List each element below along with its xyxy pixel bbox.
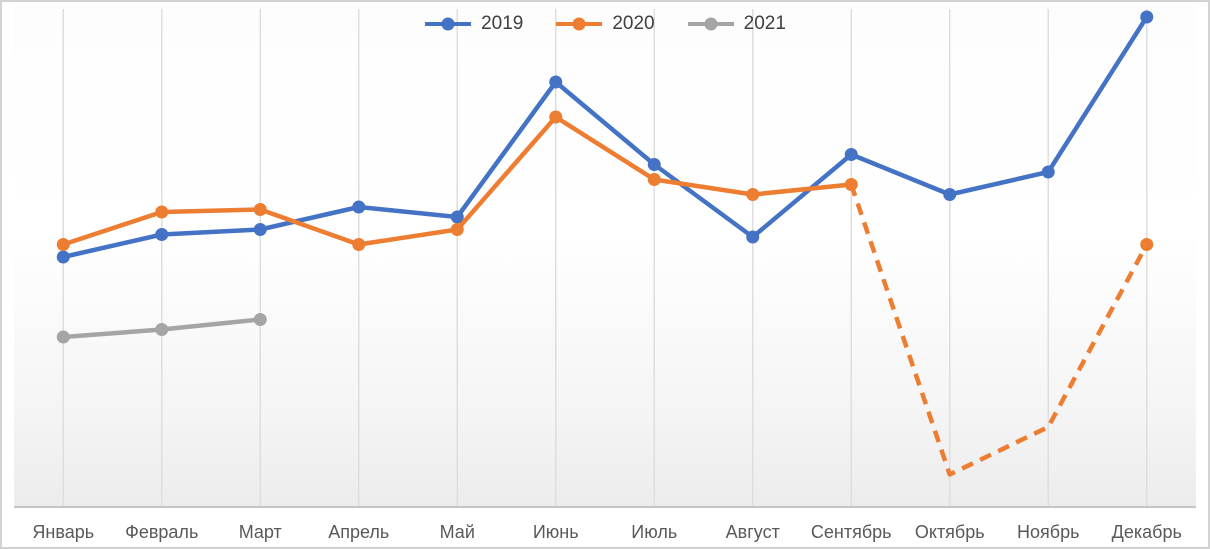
data-point-2019-Май[interactable] <box>450 210 464 224</box>
data-point-2019-Октябрь[interactable] <box>943 188 957 201</box>
data-point-2019-Июнь[interactable] <box>549 75 563 89</box>
x-tick-label-Ноябрь[interactable]: Ноябрь <box>1017 522 1079 542</box>
data-point-2021-Февраль[interactable] <box>155 323 169 336</box>
data-point-2019-Февраль[interactable] <box>155 228 169 241</box>
data-point-2021-Январь[interactable] <box>56 330 70 344</box>
data-point-2020-Март[interactable] <box>253 203 267 216</box>
legend-label-2020: 2020 <box>612 13 655 34</box>
plot-area <box>14 7 1196 507</box>
x-tick-label-Январь[interactable]: Январь <box>32 522 94 542</box>
data-point-2019-Сентябрь[interactable] <box>844 148 858 161</box>
data-point-2019-Январь[interactable] <box>56 250 70 264</box>
data-point-2019-Апрель[interactable] <box>352 200 366 214</box>
x-tick-label-Март[interactable]: Март <box>239 522 282 542</box>
data-point-2019-Декабрь[interactable] <box>1140 10 1154 24</box>
x-tick-label-Июль[interactable]: Июль <box>631 522 677 542</box>
data-point-2020-Июнь[interactable] <box>549 110 563 124</box>
x-tick-label-Июнь[interactable]: Июнь <box>533 522 579 542</box>
legend-swatch-line-icon <box>687 17 734 30</box>
data-point-2020-Август[interactable] <box>746 188 760 201</box>
x-tick-label-Сентябрь[interactable]: Сентябрь <box>811 522 892 542</box>
legend-item-2020[interactable]: 2020 <box>555 13 655 34</box>
data-point-2020-Июль[interactable] <box>647 173 661 186</box>
data-point-2020-Май[interactable] <box>450 223 464 236</box>
legend: 2019 2020 2021 <box>2 14 1208 33</box>
legend-swatch-line-icon <box>556 17 603 30</box>
data-point-2019-Август[interactable] <box>746 230 760 244</box>
legend-item-2021[interactable]: 2021 <box>687 14 786 33</box>
data-point-2020-Февраль[interactable] <box>155 205 169 219</box>
x-tick-label-Август[interactable]: Август <box>726 522 780 542</box>
x-tick-label-Май[interactable]: Май <box>440 522 475 542</box>
x-tick-label-Апрель[interactable]: Апрель <box>328 522 389 542</box>
legend-label-2021: 2021 <box>743 13 786 34</box>
legend-swatch-line-icon <box>425 17 472 30</box>
data-point-2019-Июль[interactable] <box>647 158 661 171</box>
legend-label-2019: 2019 <box>481 13 524 34</box>
data-point-2019-Ноябрь[interactable] <box>1041 165 1055 179</box>
data-point-2020-Декабрь[interactable] <box>1140 238 1154 251</box>
x-tick-label-Декабрь[interactable]: Декабрь <box>1112 522 1182 542</box>
data-point-2020-Январь[interactable] <box>56 238 70 251</box>
data-point-2020-Сентябрь[interactable] <box>844 178 858 191</box>
data-point-2019-Март[interactable] <box>253 223 267 236</box>
series-line-2020-forecast[interactable] <box>849 183 1149 477</box>
data-point-2021-Март[interactable] <box>253 313 267 326</box>
series-line-2019[interactable] <box>62 15 1149 260</box>
legend-item-2019[interactable]: 2019 <box>424 14 523 33</box>
x-tick-label-Февраль[interactable]: Февраль <box>125 522 198 542</box>
data-point-2020-Апрель[interactable] <box>352 238 366 251</box>
x-tick-label-Октябрь[interactable]: Октябрь <box>915 522 985 542</box>
